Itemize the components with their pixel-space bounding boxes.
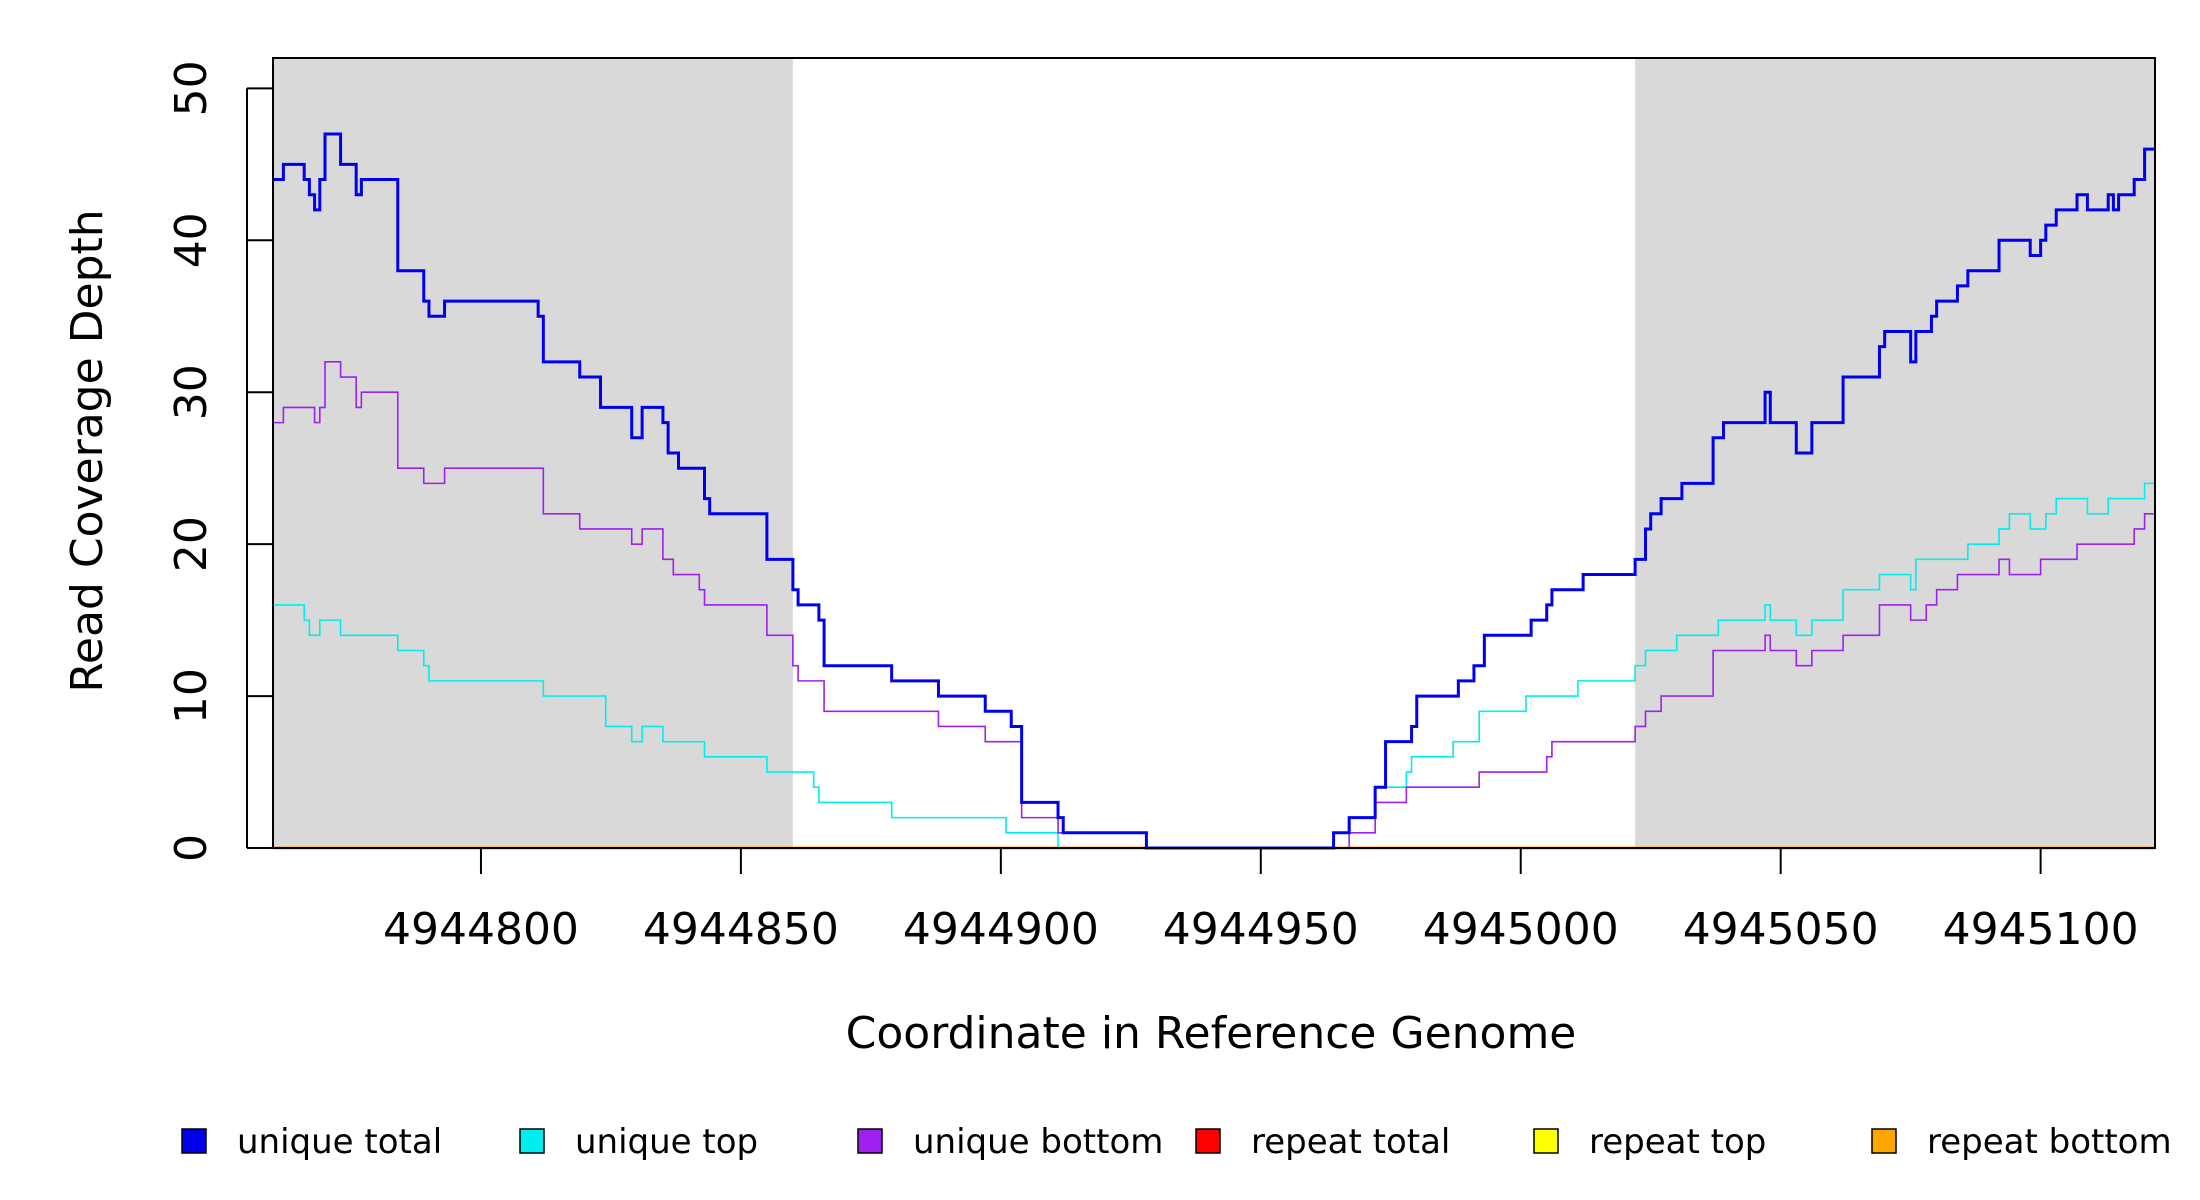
- x-tick-label: 4944950: [1163, 904, 1359, 955]
- legend-label: repeat top: [1589, 1122, 1766, 1162]
- legend-label: unique bottom: [913, 1122, 1163, 1162]
- shaded-region-1: [273, 58, 793, 848]
- y-axis: 0 10 20 30 40 50: [166, 60, 273, 862]
- legend-swatch: [1533, 1128, 1559, 1154]
- legend-label: repeat bottom: [1927, 1122, 2172, 1162]
- legend-swatch: [181, 1128, 207, 1154]
- legend-swatch: [857, 1128, 883, 1154]
- x-tick-label: 4944900: [903, 904, 1099, 955]
- series-line-unique-top: [273, 482, 2155, 849]
- y-tick-label: 0: [166, 834, 217, 862]
- x-tick-label: 4945050: [1683, 904, 1879, 955]
- x-tick-label: 4945000: [1423, 904, 1619, 955]
- legend-item-unique-top: unique top: [519, 1122, 758, 1162]
- series-line-unique-total: [273, 132, 2155, 850]
- y-tick-label: 50: [166, 60, 217, 116]
- shaded-region-2: [1635, 58, 2155, 848]
- y-tick-label: 30: [166, 364, 217, 420]
- legend-label: repeat total: [1251, 1122, 1450, 1162]
- legend: unique total unique top unique bottom repea…: [181, 1122, 2172, 1162]
- legend-label: unique total: [237, 1122, 442, 1162]
- y-tick-label: 40: [166, 212, 217, 268]
- legend-item-unique-bottom: unique bottom: [857, 1122, 1163, 1162]
- legend-item-repeat-total: repeat total: [1195, 1122, 1450, 1162]
- shaded-regions: [273, 58, 2155, 848]
- x-axis-title: Coordinate in Reference Genome: [846, 1008, 1577, 1059]
- legend-label: unique top: [575, 1122, 758, 1162]
- x-axis: 4944800 4944850 4944900 4944950 4945000 49450…: [383, 847, 2139, 955]
- legend-swatch: [1871, 1128, 1897, 1154]
- y-tick-label: 10: [166, 668, 217, 724]
- legend-swatch: [1195, 1128, 1221, 1154]
- x-tick-label: 4945100: [1943, 904, 2139, 955]
- legend-item-repeat-bottom: repeat bottom: [1871, 1122, 2172, 1162]
- legend-swatch: [519, 1128, 545, 1154]
- y-axis-title: Read Coverage Depth: [62, 209, 113, 692]
- legend-item-repeat-top: repeat top: [1533, 1122, 1766, 1162]
- x-tick-label: 4944850: [643, 904, 839, 955]
- x-tick-label: 4944800: [383, 904, 579, 955]
- legend-item-unique-total: unique total: [181, 1122, 442, 1162]
- y-tick-label: 20: [166, 516, 217, 572]
